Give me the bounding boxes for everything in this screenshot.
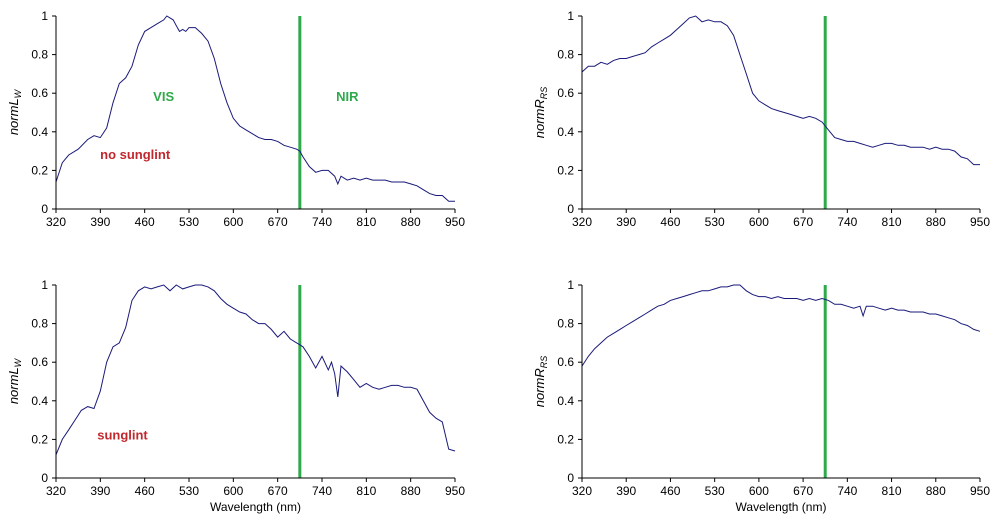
x-tick-label: 670 xyxy=(268,484,288,498)
y-tick-label: 1 xyxy=(41,278,48,292)
y-tick-label: 1 xyxy=(567,278,574,292)
panel-bottom-left: 320 390 460 530 600 670 740 810 880 950 0 0.2 0.4 0.6… xyxy=(6,278,465,514)
x-tick-label: 460 xyxy=(135,215,155,229)
x-tick-label: 670 xyxy=(793,484,813,498)
x-tick-label: 460 xyxy=(660,484,680,498)
x-tick-label: 600 xyxy=(223,484,243,498)
y-tick-label: 0.2 xyxy=(557,163,574,177)
x-tick-label: 390 xyxy=(616,484,636,498)
y-tick-label: 0.8 xyxy=(557,48,574,62)
x-tick-label: 390 xyxy=(616,215,636,229)
y-tick-label: 0.4 xyxy=(31,394,48,408)
x-tick-label: 810 xyxy=(882,215,902,229)
spectrum-line xyxy=(581,15,980,166)
x-tick-label: 670 xyxy=(793,215,813,229)
y-axis-label: normRRS xyxy=(532,87,549,139)
x-tick-label: 530 xyxy=(179,215,199,229)
y-tick-label: 0 xyxy=(41,471,48,485)
y-tick-label: 1 xyxy=(567,9,574,23)
y-tick-label: 0 xyxy=(567,202,574,216)
x-axis-label: Wavelength (nm) xyxy=(210,500,301,514)
annotation-nir: NIR xyxy=(336,89,359,104)
x-tick-label: 600 xyxy=(223,215,243,229)
x-tick-label: 810 xyxy=(356,215,376,229)
y-tick-label: 0 xyxy=(567,471,574,485)
x-tick-label: 740 xyxy=(312,484,332,498)
y-tick-label: 0.2 xyxy=(31,163,48,177)
y-tick-label: 0.2 xyxy=(557,432,574,446)
y-axis-label: normLW xyxy=(6,88,23,135)
annotation-sunglint: sunglint xyxy=(97,427,148,442)
y-axis-label: normRRS xyxy=(532,356,549,408)
x-tick-label: 950 xyxy=(445,215,465,229)
y-tick-label: 0.2 xyxy=(31,432,48,446)
x-tick-label: 880 xyxy=(926,215,946,229)
x-tick-label: 740 xyxy=(837,484,857,498)
y-tick-label: 0 xyxy=(41,202,48,216)
panel-bottom-right: 320 390 460 530 600 670 740 810 880 950 0 0.2 0.4 0.6… xyxy=(532,278,990,514)
panel-top-right: 320 390 460 530 600 670 740 810 880 950 0 0.2 0.4 0.6… xyxy=(532,9,990,229)
spectrum-line xyxy=(581,284,981,367)
x-tick-label: 880 xyxy=(401,484,421,498)
annotation-no-sunglint: no sunglint xyxy=(100,147,171,162)
y-tick-label: 0.4 xyxy=(557,125,574,139)
x-tick-label: 740 xyxy=(312,215,332,229)
y-tick-label: 0.6 xyxy=(557,86,574,100)
x-tick-label: 670 xyxy=(268,215,288,229)
y-tick-label: 1 xyxy=(41,9,48,23)
x-tick-label: 950 xyxy=(970,215,990,229)
x-tick-label: 950 xyxy=(970,484,990,498)
x-tick-label: 880 xyxy=(401,215,421,229)
annotation-vis: VIS xyxy=(153,89,174,104)
y-tick-label: 0.8 xyxy=(31,317,48,331)
x-axis-label: Wavelength (nm) xyxy=(736,500,827,514)
x-tick-label: 600 xyxy=(749,215,769,229)
x-tick-label: 320 xyxy=(46,215,66,229)
x-tick-label: 810 xyxy=(882,484,902,498)
y-tick-label: 0.8 xyxy=(557,317,574,331)
x-tick-label: 530 xyxy=(705,484,725,498)
x-tick-label: 530 xyxy=(179,484,199,498)
y-tick-label: 0.6 xyxy=(557,355,574,369)
y-tick-label: 0.6 xyxy=(31,355,48,369)
x-tick-label: 600 xyxy=(749,484,769,498)
x-tick-label: 740 xyxy=(837,215,857,229)
y-tick-label: 0.8 xyxy=(31,48,48,62)
spectrum-line xyxy=(55,15,455,202)
x-tick-label: 320 xyxy=(572,215,592,229)
panel-top-left: 320 390 460 530 600 670 740 810 880 950 0 0.2 0.4 0.6… xyxy=(6,9,465,229)
x-tick-label: 320 xyxy=(46,484,66,498)
x-tick-label: 530 xyxy=(705,215,725,229)
x-tick-label: 880 xyxy=(926,484,946,498)
y-tick-label: 0.6 xyxy=(31,86,48,100)
x-tick-label: 390 xyxy=(90,215,110,229)
x-tick-label: 320 xyxy=(572,484,592,498)
y-tick-label: 0.4 xyxy=(31,125,48,139)
y-tick-label: 0.4 xyxy=(557,394,574,408)
x-tick-label: 390 xyxy=(90,484,110,498)
x-tick-label: 950 xyxy=(445,484,465,498)
spectrum-line xyxy=(55,284,456,455)
x-tick-label: 810 xyxy=(356,484,376,498)
y-axis-label: normLW xyxy=(6,357,23,404)
x-tick-label: 460 xyxy=(135,484,155,498)
x-tick-label: 460 xyxy=(660,215,680,229)
